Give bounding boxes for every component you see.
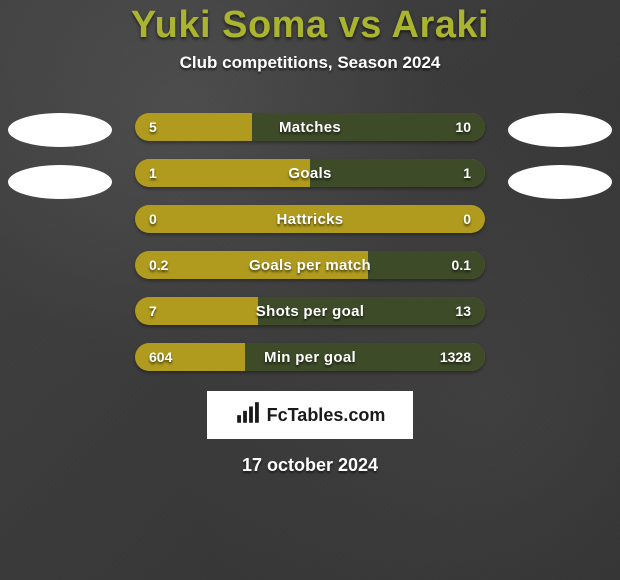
stat-label: Min per goal	[135, 343, 485, 371]
stat-label: Hattricks	[135, 205, 485, 233]
player-left-avatars	[8, 113, 112, 199]
avatar-placeholder	[8, 113, 112, 147]
avatar-placeholder	[508, 165, 612, 199]
stat-label: Shots per goal	[135, 297, 485, 325]
page-subtitle: Club competitions, Season 2024	[180, 53, 441, 73]
stat-label: Goals	[135, 159, 485, 187]
watermark-logo: FcTables.com	[207, 391, 413, 439]
stat-label: Goals per match	[135, 251, 485, 279]
comparison-chart: 510Matches 11Goals 00Hattricks 0.20.1Goals …	[0, 113, 620, 371]
stat-label: Matches	[135, 113, 485, 141]
stat-bar: 510Matches	[135, 113, 485, 141]
stat-bar: 0.20.1Goals per match	[135, 251, 485, 279]
date-label: 17 october 2024	[242, 455, 378, 476]
watermark-text: FcTables.com	[267, 405, 386, 426]
stat-bar: 6041328Min per goal	[135, 343, 485, 371]
avatar-placeholder	[8, 165, 112, 199]
avatar-placeholder	[508, 113, 612, 147]
player-right-avatars	[508, 113, 612, 199]
stat-bar: 713Shots per goal	[135, 297, 485, 325]
stat-bar: 00Hattricks	[135, 205, 485, 233]
chart-icon	[235, 400, 261, 431]
page-title: Yuki Soma vs Araki	[131, 4, 489, 47]
stat-bar: 11Goals	[135, 159, 485, 187]
